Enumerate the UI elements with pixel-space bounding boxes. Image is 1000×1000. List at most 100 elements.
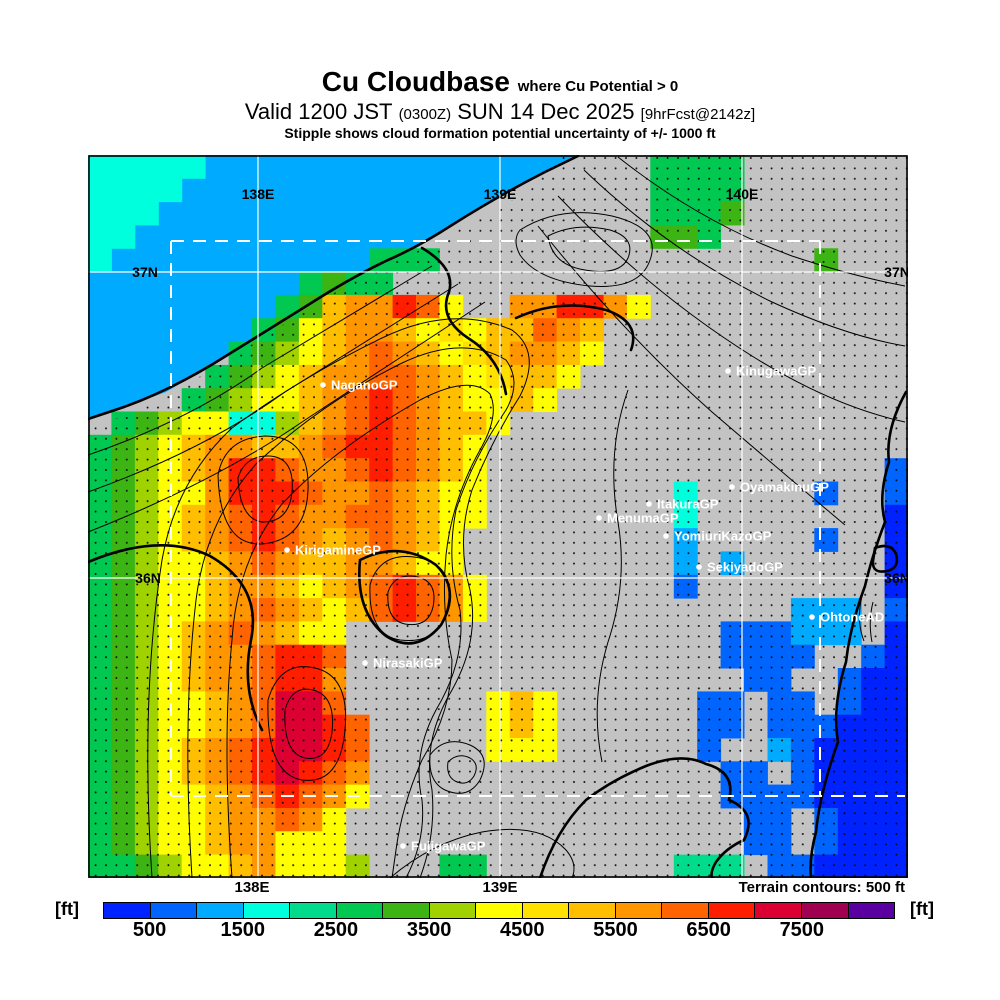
latlon-grid <box>88 155 908 878</box>
contour-line <box>617 156 906 287</box>
station-dot <box>362 660 368 666</box>
station-dot <box>320 382 326 388</box>
colorbar-segment <box>754 903 801 918</box>
bold-contour <box>514 304 635 352</box>
station-dot <box>400 843 406 849</box>
bold-contour <box>420 246 508 396</box>
colorbar-tick: 5500 <box>593 919 638 941</box>
station-NaganoGP: NaganoGP <box>320 378 398 393</box>
forecast-map: 138E 139E 140E 37N 36N 37N 36N NaganoGP Kinugaw… <box>86 154 910 880</box>
contour-line <box>429 741 485 794</box>
colorbar-segment <box>149 903 197 918</box>
title-block: Cu Cloudbase where Cu Potential > 0 Vali… <box>0 66 1000 142</box>
cloudbase-cell <box>275 294 300 319</box>
station-label: FujigawaGP <box>411 839 486 854</box>
lat-label: 37N <box>132 264 158 280</box>
colorbar-segment <box>428 903 476 918</box>
contour-line <box>596 389 629 763</box>
lat-label: 36N <box>135 570 161 586</box>
map-border <box>88 155 908 878</box>
coastline <box>809 390 908 880</box>
bottom-lon-label: 138E <box>234 879 270 896</box>
coastline <box>538 757 750 880</box>
station-label: MenumaGP <box>607 511 679 526</box>
station-markers: NaganoGP KinugawaGP OyamakinuGP ItakuraGPMe… <box>284 364 884 854</box>
domain-dashed-box <box>170 240 905 797</box>
contour-line <box>515 212 653 287</box>
coordinate-labels: 138E 139E 140E 37N 36N 37N 36N <box>132 186 910 586</box>
cloudbase-cell <box>111 155 136 179</box>
contour-line <box>284 688 334 759</box>
cloudbase-cell <box>111 225 136 249</box>
colorbar-segment <box>104 903 150 918</box>
lake-outline <box>871 544 899 573</box>
colorbar-tick: 3500 <box>406 919 452 941</box>
contour-line <box>187 347 515 879</box>
contour-line <box>87 301 486 533</box>
cloudbase-cell <box>134 155 159 179</box>
cloudbase-cell <box>88 225 112 249</box>
cloudbase-cell <box>88 248 112 273</box>
station-dot <box>696 564 702 570</box>
colorbar-tick: 2500 <box>313 919 359 941</box>
colorbar-segment <box>196 903 243 918</box>
colorbar-unit-left: [ft] <box>55 899 79 919</box>
station-FujigawaGP: FujigawaGP <box>400 839 486 854</box>
cloudbase-cell <box>134 178 159 203</box>
contour-line <box>389 828 575 879</box>
colorbar-segment <box>847 903 895 918</box>
lon-label: 138E <box>242 186 275 202</box>
station-MenumaGP: MenumaGP <box>596 511 679 526</box>
cloudbase-cell <box>158 155 183 179</box>
cloudbase-cell <box>111 201 136 226</box>
colorbar-tick: 500 <box>132 919 167 941</box>
contour-line <box>217 435 309 545</box>
contour-line <box>583 169 906 347</box>
lat-label: 37N <box>884 264 908 280</box>
stipple-subtitle: Stipple shows cloud formation potential … <box>284 125 716 142</box>
colorbar-segment <box>335 903 383 918</box>
station-label: YomiuriKazoGP <box>674 529 772 544</box>
station-label: OhtoneAD <box>820 610 884 625</box>
lat-label: 36N <box>884 570 908 586</box>
station-label: OyamakinuGP <box>740 480 829 495</box>
cloudbase-cell <box>134 201 159 226</box>
station-KirigamineGP: KirigamineGP <box>284 543 381 558</box>
contour-line <box>226 384 494 879</box>
colorbar-segment <box>475 903 522 918</box>
station-label: NaganoGP <box>331 378 398 393</box>
cloudbase-cell <box>298 271 323 296</box>
station-OhtoneAD: OhtoneAD <box>809 610 884 625</box>
colorbar-tick: 1500 <box>220 919 266 941</box>
river-line <box>869 601 874 643</box>
colorbar-segment <box>568 903 615 918</box>
cloudbase-cell <box>158 178 183 203</box>
station-label: KirigamineGP <box>295 543 381 558</box>
forecast-map-svg: 138E 139E 140E 37N 36N 37N 36N NaganoGP Kinugaw… <box>86 154 910 880</box>
station-dot <box>725 368 731 374</box>
valid-zulu: (0300Z) <box>398 106 452 124</box>
river-line <box>858 595 865 642</box>
station-label: ItakuraGP <box>657 497 719 512</box>
page-title: Cu Cloudbase where Cu Potential > 0 <box>0 66 1000 98</box>
lon-label: 139E <box>484 186 517 202</box>
lon-label: 140E <box>726 186 759 202</box>
cloudbase-colorbar <box>103 902 895 919</box>
bottom-label-row: 138E 139E Terrain contours: 500 ft <box>0 879 1000 899</box>
contour-line <box>557 195 906 423</box>
cloudbase-cell <box>111 178 136 203</box>
terrain-contours <box>86 154 908 880</box>
station-dot <box>729 484 735 490</box>
contour-line <box>87 265 433 456</box>
colorbar-segment <box>661 903 708 918</box>
title-qualifier: where Cu Potential > 0 <box>517 78 679 95</box>
valid-prefix: Valid 1200 JST <box>244 99 393 125</box>
bold-contour <box>358 549 452 645</box>
colorbar-segment <box>289 903 336 918</box>
station-label: NirasakiGP <box>373 656 443 671</box>
station-YomiuriKazoGP: YomiuriKazoGP <box>663 529 772 544</box>
cloudbase-cell <box>88 178 112 203</box>
station-SekiyadoGP: SekiyadoGP <box>696 560 783 575</box>
station-dot <box>646 501 652 507</box>
contour-line <box>267 666 347 781</box>
